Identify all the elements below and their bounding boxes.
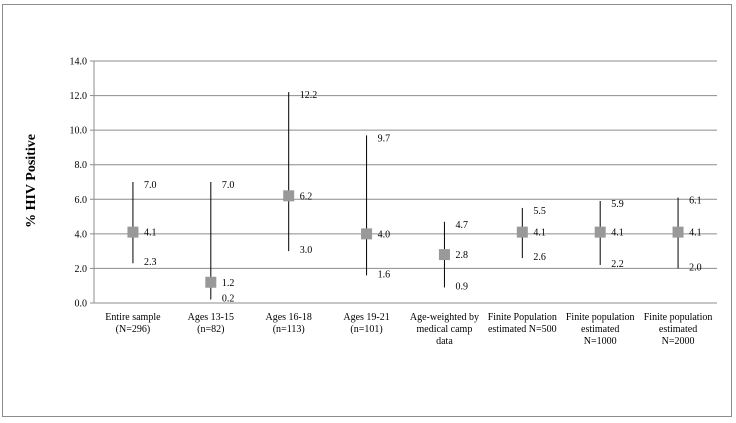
- upper-bound-label: 12.2: [300, 90, 318, 101]
- x-category-label-line: (N=296): [116, 324, 151, 335]
- x-category-label-line: Finite Population: [488, 312, 557, 323]
- gridlines: [94, 60, 717, 269]
- x-category-labels: Entire sample (N=296)Ages 13-15 (n=82)Ages…: [105, 312, 712, 347]
- point-value-label: 4.0: [378, 229, 391, 240]
- y-tick-label: 14.0: [70, 57, 88, 68]
- y-tick-label: 0.0: [75, 299, 88, 310]
- x-category-label: Finite population estimated N=1000: [566, 312, 635, 347]
- x-category-label-line: data: [436, 336, 453, 347]
- point-value-label: 4.1: [689, 228, 702, 239]
- x-category-label-line: Entire sample: [105, 312, 161, 323]
- x-category-label: Finite population estimated N=2000: [644, 312, 713, 347]
- upper-bound-label: 5.5: [533, 206, 546, 217]
- point-value-label: 1.2: [222, 278, 235, 289]
- x-category-label-line: (n=113): [273, 324, 305, 335]
- x-category-label-line: N=2000: [662, 336, 695, 347]
- point-value-label: 6.2: [300, 191, 313, 202]
- x-category-label: Entire sample (N=296): [105, 312, 161, 335]
- x-category-label-line: Ages 19-21: [343, 312, 389, 323]
- point-value-label: 4.1: [611, 228, 624, 239]
- lower-bound-label: 0.2: [222, 294, 235, 305]
- point-value-label: 4.1: [533, 228, 546, 239]
- x-category-label: Finite Population estimated N=500: [488, 312, 557, 335]
- data-point-marker: [127, 226, 139, 238]
- x-category-label-line: Age-weighted by: [410, 312, 479, 323]
- y-tick-label: 6.0: [75, 195, 88, 206]
- upper-bound-label: 5.9: [611, 199, 624, 210]
- data-point-marker: [516, 226, 528, 238]
- x-category-label-line: Ages 13-15: [188, 312, 234, 323]
- data-point-marker: [438, 249, 450, 261]
- upper-bound-label: 7.0: [222, 180, 235, 191]
- upper-bound-label: 6.1: [689, 196, 702, 207]
- chart-frame: 0.0 2.0 4.0 6.0 8.0 10.0 12.0 14.0 Entire sampl…: [2, 4, 732, 417]
- y-tick-label: 2.0: [75, 264, 88, 275]
- x-category-label: Age-weighted by medical camp data: [410, 312, 479, 347]
- x-category-label-line: Ages 16-18: [265, 312, 311, 323]
- data-point-marker: [361, 228, 373, 240]
- y-axis-label: % HIV Positive: [24, 134, 39, 228]
- lower-bound-label: 2.2: [611, 259, 624, 270]
- upper-bound-label: 7.0: [144, 180, 157, 191]
- x-category-label-line: (n=82): [197, 324, 224, 335]
- lower-bound-label: 2.3: [144, 257, 157, 268]
- y-tick-labels: 0.0 2.0 4.0 6.0 8.0 10.0 12.0 14.0: [70, 57, 88, 310]
- lower-bound-label: 0.9: [455, 281, 468, 292]
- data-series: 7.0 4.1 2.3 7.0 1.2 0.2 12.2 6.2 3.0 9.7 4.0 1.6 4.7…: [127, 90, 702, 305]
- upper-bound-label: 4.7: [455, 220, 468, 231]
- y-tick-label: 10.0: [70, 126, 88, 137]
- x-category-label-line: medical camp: [417, 324, 473, 335]
- data-point-marker: [594, 226, 606, 238]
- point-value-label: 4.1: [144, 228, 157, 239]
- x-category-label-line: Finite population: [644, 312, 713, 323]
- x-category-label: Ages 19-21 (n=101): [343, 312, 389, 335]
- lower-bound-label: 3.0: [300, 245, 313, 256]
- y-tick-label: 8.0: [75, 160, 88, 171]
- lower-bound-label: 2.6: [533, 252, 546, 263]
- y-tick-label: 12.0: [70, 91, 88, 102]
- data-point-marker: [672, 226, 684, 238]
- x-category-label-line: estimated: [581, 324, 619, 335]
- axes: [90, 60, 717, 304]
- x-category-label-line: estimated N=500: [488, 324, 557, 335]
- lower-bound-label: 2.0: [689, 262, 702, 273]
- x-category-label-line: estimated: [659, 324, 697, 335]
- data-point-marker: [283, 190, 295, 202]
- data-point-marker: [205, 276, 217, 288]
- lower-bound-label: 1.6: [378, 269, 391, 280]
- y-tick-label: 4.0: [75, 229, 88, 240]
- x-category-label-line: N=1000: [584, 336, 617, 347]
- x-category-label-line: (n=101): [350, 324, 382, 335]
- error-bar-chart: 0.0 2.0 4.0 6.0 8.0 10.0 12.0 14.0 Entire sampl…: [24, 57, 717, 347]
- x-category-label: Ages 13-15 (n=82): [188, 312, 234, 335]
- x-category-label: Ages 16-18 (n=113): [265, 312, 311, 335]
- upper-bound-label: 9.7: [378, 133, 391, 144]
- x-category-label-line: Finite population: [566, 312, 635, 323]
- point-value-label: 2.8: [455, 250, 468, 261]
